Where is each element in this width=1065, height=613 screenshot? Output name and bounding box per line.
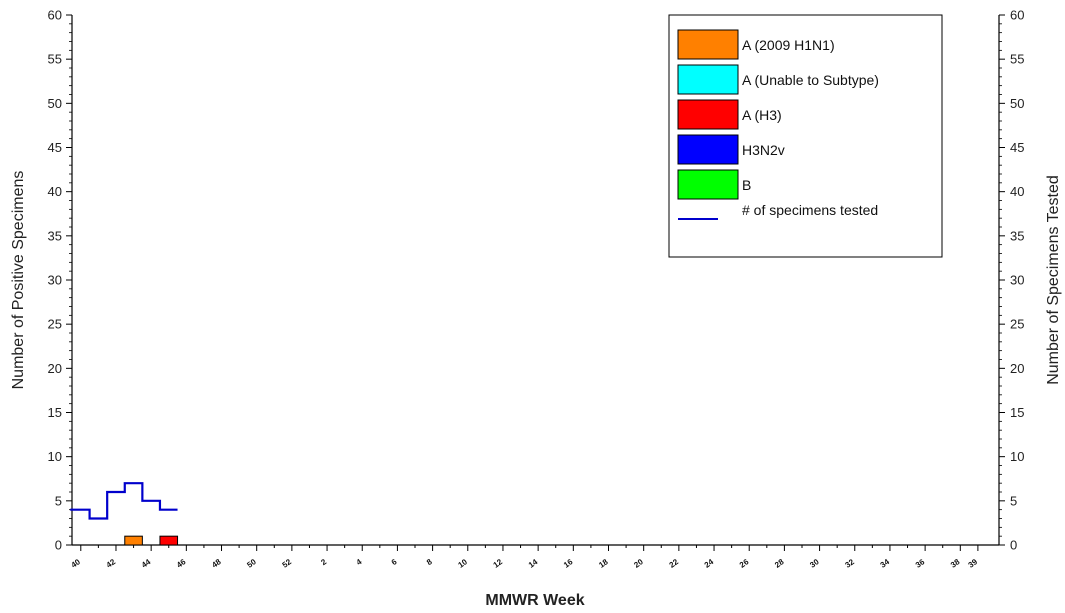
left-tick-label: 40 — [48, 184, 62, 199]
legend-label: A (Unable to Subtype) — [742, 72, 879, 88]
x-tick-label: 14 — [527, 557, 540, 570]
right-tick-label: 60 — [1010, 8, 1024, 23]
left-tick-label: 30 — [48, 273, 62, 288]
legend-label: A (2009 H1N1) — [742, 37, 835, 53]
x-tick-label: 42 — [105, 557, 118, 570]
x-tick-label: 52 — [281, 557, 294, 570]
x-tick-label: 22 — [668, 557, 681, 570]
left-tick-label: 20 — [48, 361, 62, 376]
right-tick-label: 10 — [1010, 449, 1024, 464]
x-tick-label: 40 — [69, 557, 82, 570]
legend-swatch — [677, 99, 739, 130]
right-tick-label: 5 — [1010, 493, 1017, 508]
left-axis-title: Number of Positive Specimens — [10, 171, 27, 390]
legend-swatch — [677, 64, 739, 95]
legend-label: A (H3) — [742, 107, 782, 123]
right-tick-label: 30 — [1010, 273, 1024, 288]
x-tick-label: 50 — [245, 557, 258, 570]
right-tick-label: 0 — [1010, 538, 1017, 553]
x-tick-label: 24 — [703, 557, 716, 570]
left-tick-label: 45 — [48, 140, 62, 155]
x-tick-label: 46 — [175, 557, 188, 570]
x-tick-label: 6 — [390, 557, 399, 567]
left-tick-label: 25 — [48, 317, 62, 332]
x-tick-label: 30 — [808, 557, 821, 570]
x-tick-label: 38 — [949, 557, 962, 570]
legend-swatch — [677, 134, 739, 165]
right-tick-label: 45 — [1010, 140, 1024, 155]
x-tick-label: 36 — [914, 557, 927, 570]
legend-label: H3N2v — [742, 142, 785, 158]
x-tick-label: 16 — [562, 557, 575, 570]
legend-swatch — [677, 169, 739, 200]
left-tick-label: 5 — [55, 493, 62, 508]
x-tick-label: 44 — [140, 557, 153, 570]
right-tick-label: 20 — [1010, 361, 1024, 376]
x-tick-label: 18 — [597, 557, 610, 570]
right-tick-label: 55 — [1010, 52, 1024, 67]
x-tick-label: 32 — [843, 557, 856, 570]
left-tick-label: 50 — [48, 96, 62, 111]
x-tick-label: 26 — [738, 557, 751, 570]
left-tick-label: 60 — [48, 8, 62, 23]
specimens-tested-line — [70, 482, 178, 520]
x-tick-label: 39 — [967, 557, 980, 570]
right-tick-label: 40 — [1010, 184, 1024, 199]
right-axis-title: Number of Specimens Tested — [1045, 175, 1062, 385]
legend-swatch — [677, 29, 739, 60]
bar-a-h3- — [159, 535, 179, 546]
left-tick-label: 0 — [55, 538, 62, 553]
x-tick-label: 48 — [210, 557, 223, 570]
x-tick-label: 4 — [355, 557, 364, 567]
right-tick-label: 50 — [1010, 96, 1024, 111]
left-tick-label: 35 — [48, 228, 62, 243]
x-tick-label: 20 — [632, 557, 645, 570]
left-tick-label: 10 — [48, 449, 62, 464]
x-tick-label: 28 — [773, 557, 786, 570]
bar-a-2009-h1n1- — [124, 535, 143, 546]
x-tick-label: 2 — [319, 557, 328, 567]
right-tick-label: 35 — [1010, 228, 1024, 243]
x-tick-label: 10 — [456, 557, 469, 570]
legend-label: # of specimens tested — [742, 202, 878, 218]
x-tick-label: 12 — [492, 557, 505, 570]
x-axis-title: MMWR Week — [485, 592, 584, 609]
x-tick-label: 8 — [425, 557, 434, 567]
right-tick-label: 15 — [1010, 405, 1024, 420]
left-tick-label: 55 — [48, 52, 62, 67]
x-tick-label: 34 — [879, 557, 892, 570]
legend-label: B — [742, 177, 751, 193]
left-tick-label: 15 — [48, 405, 62, 420]
right-tick-label: 25 — [1010, 317, 1024, 332]
